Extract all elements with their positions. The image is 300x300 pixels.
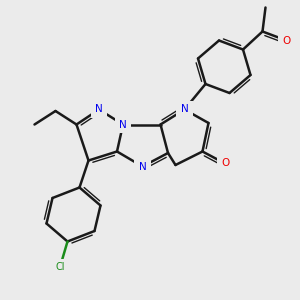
Bar — [134, 158, 151, 175]
Bar — [217, 155, 233, 172]
Text: N: N — [139, 161, 146, 172]
Text: Cl: Cl — [55, 262, 65, 272]
Text: O: O — [282, 35, 291, 46]
Bar — [49, 259, 71, 275]
Text: N: N — [95, 104, 103, 115]
Bar — [176, 101, 193, 118]
Bar — [278, 32, 295, 49]
Text: O: O — [221, 158, 229, 169]
Bar — [91, 101, 107, 118]
Text: N: N — [119, 119, 127, 130]
Bar — [115, 116, 131, 133]
Text: N: N — [181, 104, 188, 115]
